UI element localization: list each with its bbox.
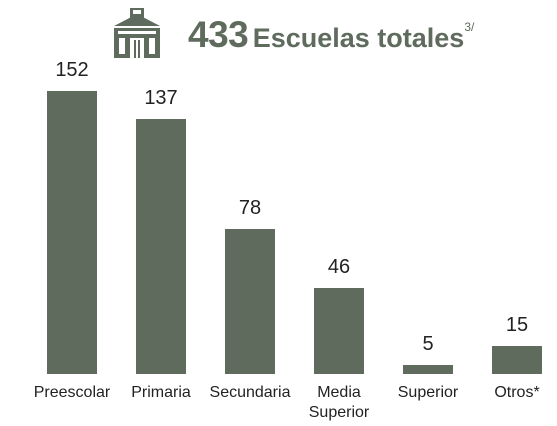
bar <box>47 91 97 374</box>
x-tick-label: Secundaria <box>209 384 291 401</box>
title-note: 3/ <box>464 20 475 34</box>
title-text: Escuelas totales <box>252 23 465 53</box>
bar <box>403 364 453 374</box>
value-label: 15 <box>505 314 529 337</box>
bar <box>314 288 364 374</box>
bar <box>136 118 186 374</box>
value-label: 137 <box>144 86 178 109</box>
chart-title: 433 Escuelas totales3/ <box>188 14 474 56</box>
school-icon <box>114 8 160 58</box>
x-tick-label: Primaria <box>131 384 191 401</box>
title-number: 433 <box>188 14 249 55</box>
x-tick-label: Preescolar <box>33 384 111 401</box>
value-label: 46 <box>327 256 351 279</box>
x-tick-label: Media Superior <box>308 384 370 421</box>
value-label: 152 <box>55 59 89 81</box>
value-label: 78 <box>238 196 262 219</box>
value-label: 5 <box>422 332 434 355</box>
bar <box>225 228 275 374</box>
x-tick-label: Superior <box>397 384 459 401</box>
x-tick-label: Otros* <box>494 384 540 401</box>
bar <box>492 346 542 374</box>
